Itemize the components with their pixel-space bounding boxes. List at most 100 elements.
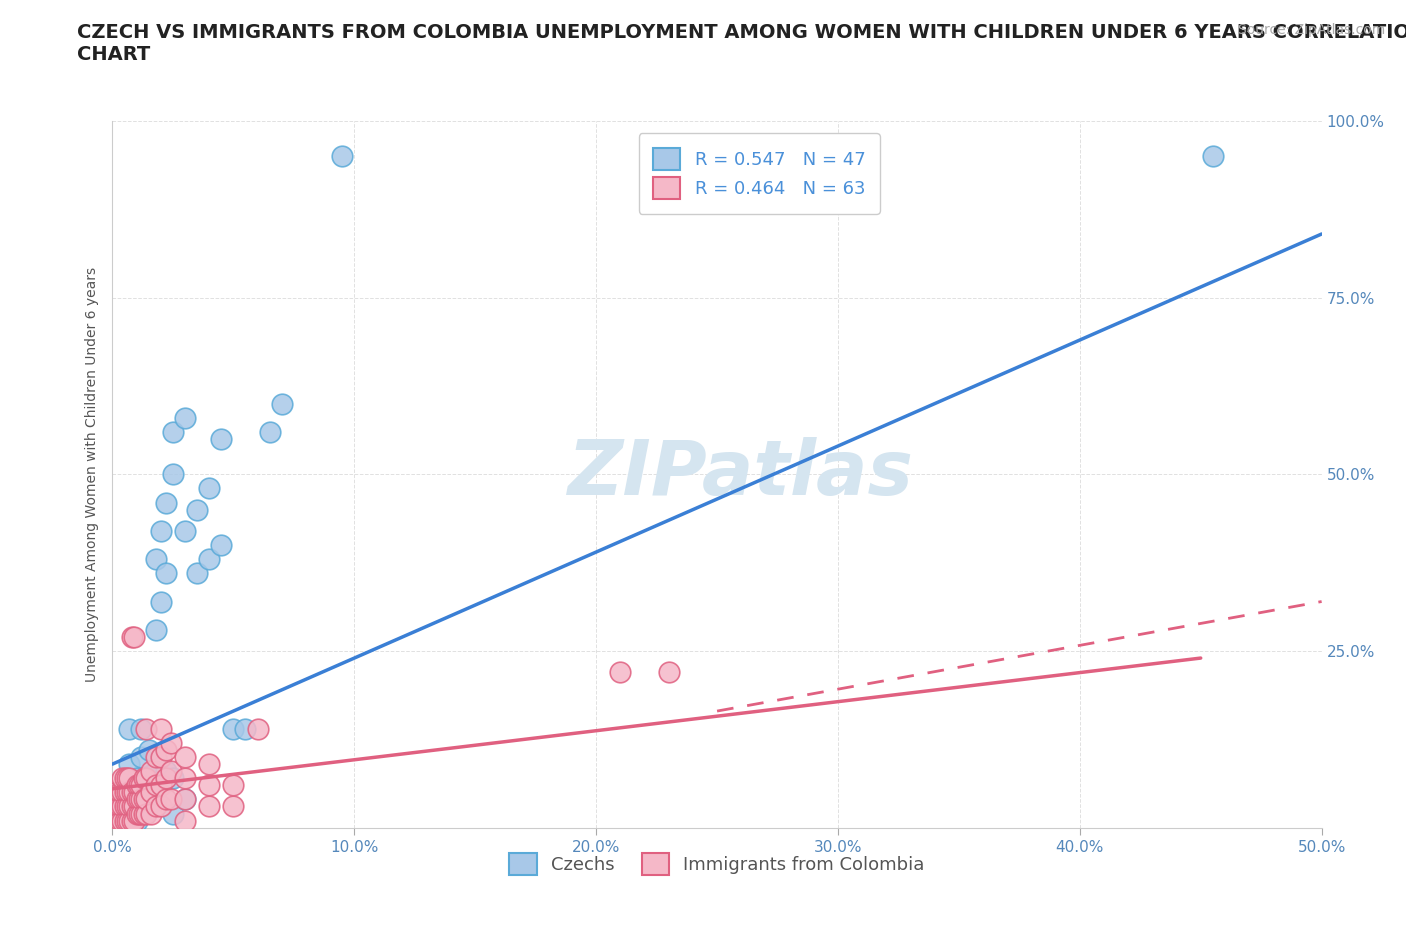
Point	[122, 630, 145, 644]
Point	[118, 722, 141, 737]
Point	[174, 792, 197, 807]
Point	[198, 799, 221, 814]
Point	[135, 806, 157, 821]
Point	[132, 771, 155, 786]
Point	[174, 750, 197, 764]
Point	[125, 792, 148, 807]
Point	[235, 722, 257, 737]
Point	[104, 799, 127, 814]
Point	[105, 785, 128, 800]
Point	[198, 481, 221, 496]
Point	[131, 792, 153, 807]
Point	[114, 785, 136, 800]
Point	[186, 502, 208, 517]
Point	[138, 742, 160, 757]
Point	[115, 785, 138, 800]
Point	[174, 813, 197, 828]
Point	[198, 757, 221, 772]
Point	[149, 777, 172, 792]
Point	[145, 777, 167, 792]
Point	[125, 777, 148, 792]
Point	[131, 722, 153, 737]
Point	[118, 799, 141, 814]
Point	[145, 750, 167, 764]
Point	[121, 785, 143, 800]
Point	[246, 722, 269, 737]
Point	[159, 736, 181, 751]
Point	[174, 771, 197, 786]
Point	[162, 424, 184, 439]
Point	[118, 771, 141, 786]
Point	[174, 524, 197, 538]
Point	[135, 722, 157, 737]
Point	[155, 565, 177, 580]
Point	[209, 432, 232, 446]
Point	[131, 777, 153, 792]
Point	[155, 495, 177, 510]
Point	[115, 799, 138, 814]
Point	[198, 551, 221, 566]
Point	[104, 813, 127, 828]
Point	[131, 806, 153, 821]
Point	[198, 777, 221, 792]
Point	[114, 799, 136, 814]
Point	[259, 424, 281, 439]
Point	[155, 742, 177, 757]
Point	[141, 785, 163, 800]
Point	[105, 799, 128, 814]
Point	[121, 630, 143, 644]
Point	[609, 665, 631, 680]
Point	[159, 764, 181, 778]
Point	[115, 813, 138, 828]
Point	[131, 777, 153, 792]
Point	[122, 813, 145, 828]
Point	[145, 551, 167, 566]
Point	[128, 777, 150, 792]
Point	[149, 799, 172, 814]
Point	[121, 813, 143, 828]
Point	[128, 806, 150, 821]
Point	[174, 792, 197, 807]
Point	[149, 722, 172, 737]
Point	[132, 792, 155, 807]
Point	[108, 792, 131, 807]
Point	[115, 771, 138, 786]
Point	[125, 813, 148, 828]
Point	[122, 785, 145, 800]
Point	[159, 792, 181, 807]
Point	[114, 771, 136, 786]
Point	[118, 813, 141, 828]
Point	[330, 149, 353, 164]
Point	[138, 799, 160, 814]
Point	[125, 806, 148, 821]
Point	[1202, 149, 1225, 164]
Point	[125, 792, 148, 807]
Point	[270, 396, 292, 411]
Point	[108, 799, 131, 814]
Text: CZECH VS IMMIGRANTS FROM COLOMBIA UNEMPLOYMENT AMONG WOMEN WITH CHILDREN UNDER 6: CZECH VS IMMIGRANTS FROM COLOMBIA UNEMPL…	[77, 23, 1406, 64]
Point	[209, 538, 232, 552]
Point	[105, 813, 128, 828]
Point	[145, 792, 167, 807]
Point	[149, 524, 172, 538]
Point	[658, 665, 681, 680]
Point	[114, 813, 136, 828]
Point	[141, 764, 163, 778]
Point	[111, 785, 134, 800]
Point	[145, 799, 167, 814]
Point	[131, 806, 153, 821]
Point	[155, 771, 177, 786]
Point	[155, 764, 177, 778]
Point	[222, 777, 245, 792]
Point	[141, 806, 163, 821]
Legend: Czechs, Immigrants from Colombia: Czechs, Immigrants from Colombia	[502, 845, 932, 883]
Point	[108, 813, 131, 828]
Point	[162, 806, 184, 821]
Point	[128, 792, 150, 807]
Point	[111, 799, 134, 814]
Point	[149, 777, 172, 792]
Point	[111, 813, 134, 828]
Point	[108, 785, 131, 800]
Point	[162, 771, 184, 786]
Point	[111, 771, 134, 786]
